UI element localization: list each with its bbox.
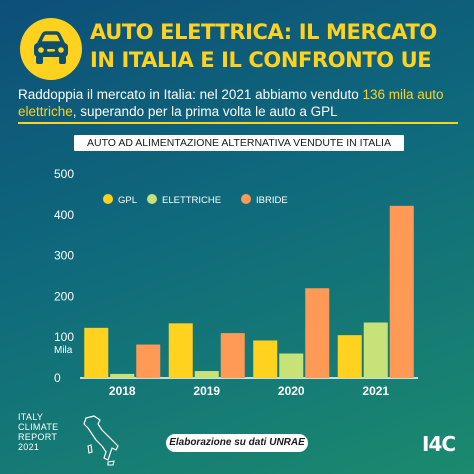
page-title: AUTO ELETTRICA: IL MERCATO IN ITALIA E I… xyxy=(90,18,462,74)
bar-ibride-2020 xyxy=(305,288,330,378)
legend-swatch-gpl xyxy=(103,194,113,204)
header: AUTO ELETTRICA: IL MERCATO IN ITALIA E I… xyxy=(16,14,462,80)
report-line-3: REPORT xyxy=(18,432,58,442)
subtitle-highlight-1: 136 xyxy=(362,87,386,102)
italy-map-icon xyxy=(83,415,119,466)
bar-gpl-2020 xyxy=(253,340,278,378)
title-line-2: IN ITALIA E IL CONFRONTO UE xyxy=(90,48,432,72)
bar-gpl-2019 xyxy=(168,323,193,378)
y-tick-label: 400 xyxy=(54,208,74,222)
y-unit-label: Mila xyxy=(54,345,73,356)
bar-gpl-2021 xyxy=(337,335,362,378)
x-tick-label: 2020 xyxy=(278,384,305,398)
report-line-4: 2021 xyxy=(18,442,40,452)
subtitle-part-2: , superando per la prima volta le auto a… xyxy=(72,104,338,119)
title-line-1: AUTO ELETTRICA: IL MERCATO xyxy=(90,20,437,44)
legend-swatch-elettriche xyxy=(147,194,157,204)
legend-label-ibride: IBRIDE xyxy=(256,195,288,206)
italy-climate-report-logo: ITALY CLIMATE REPORT 2021 xyxy=(18,412,138,468)
report-name: ITALY CLIMATE REPORT 2021 xyxy=(18,412,82,452)
bar-ibride-2019 xyxy=(220,333,245,378)
report-line-1: ITALY xyxy=(18,412,44,422)
y-tick-label: 0 xyxy=(54,371,61,385)
legend-label-gpl: GPL xyxy=(118,195,137,206)
bar-elettriche-2018 xyxy=(110,373,135,378)
subtitle-divider xyxy=(18,122,458,124)
subtitle-highlight-2: mila auto elettriche xyxy=(18,87,444,119)
car-icon xyxy=(20,18,82,80)
subtitle-part-1: Raddoppia il mercato in Italia: nel 2021… xyxy=(18,87,363,102)
y-tick-label: 100 xyxy=(54,330,74,344)
x-tick-label: 2021 xyxy=(362,384,389,398)
y-tick-label: 200 xyxy=(54,289,74,303)
x-tick-label: 2019 xyxy=(193,384,220,398)
bar-elettriche-2020 xyxy=(279,353,304,378)
i4c-logo: I4C xyxy=(422,432,456,456)
bar-gpl-2018 xyxy=(84,327,109,378)
legend-label-elettriche: ELETTRICHE xyxy=(162,195,221,206)
report-line-2: CLIMATE xyxy=(18,422,59,432)
y-tick-label: 500 xyxy=(54,167,74,181)
subtitle: Raddoppia il mercato in Italia: nel 2021… xyxy=(18,86,458,120)
bar-elettriche-2021 xyxy=(363,322,388,378)
bar-ibride-2021 xyxy=(389,205,414,378)
bar-elettriche-2019 xyxy=(194,371,219,378)
bar-ibride-2018 xyxy=(136,344,161,378)
x-tick-label: 2018 xyxy=(109,384,136,398)
source-note: Elaborazione su dati UNRAE xyxy=(166,434,308,452)
legend-swatch-ibride xyxy=(241,194,251,204)
y-tick-label: 300 xyxy=(54,249,74,263)
chart-title: AUTO AD ALIMENTAZIONE ALTERNATIVA VENDUT… xyxy=(74,135,404,151)
